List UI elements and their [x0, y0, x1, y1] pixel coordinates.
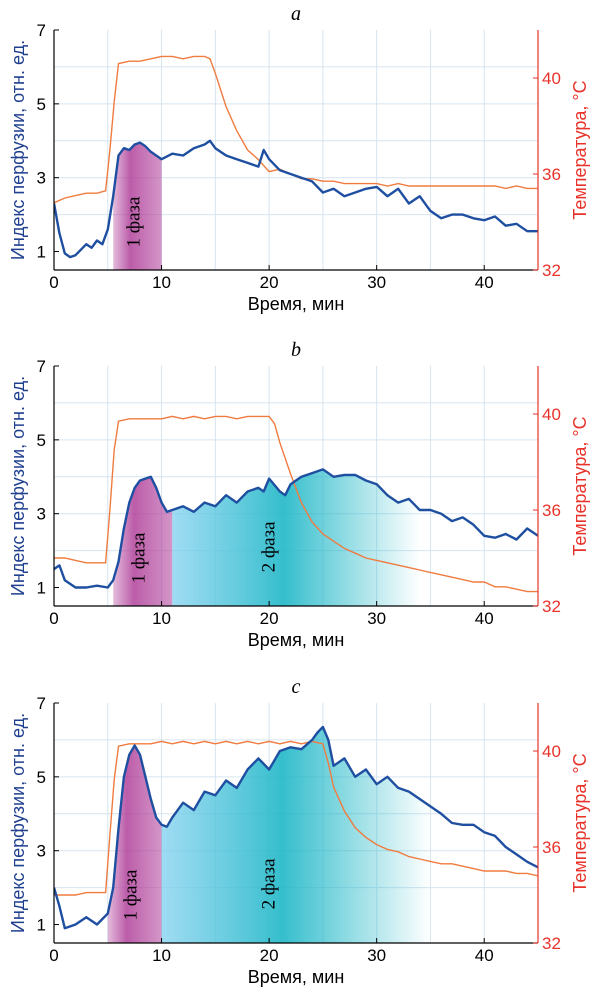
- y-right-tick-label: 36: [542, 165, 561, 184]
- phase-2-label: 2 фаза: [258, 858, 279, 909]
- temperature-line: [54, 415, 538, 593]
- y-tick-label: 1: [37, 243, 46, 262]
- y-right-axis-label: Температура, °C: [570, 80, 590, 219]
- phase-2-area: [161, 727, 431, 943]
- x-tick-label: 40: [475, 273, 494, 292]
- y-tick-label: 1: [37, 916, 46, 935]
- x-tick-label: 20: [260, 273, 279, 292]
- y-tick-label: 1: [37, 579, 46, 598]
- x-tick-label: 10: [152, 609, 171, 628]
- y-right-tick-label: 36: [542, 838, 561, 857]
- y-axis-label: Индекс перфузии, отн. ед.: [8, 713, 28, 933]
- y-right-axis-label: Температура, °C: [570, 416, 590, 555]
- y-tick-label: 3: [37, 842, 46, 861]
- x-tick-label: 10: [152, 273, 171, 292]
- y-tick-label: 7: [37, 694, 46, 713]
- phase-1-area: [107, 745, 162, 943]
- y-right-tick-label: 40: [542, 742, 561, 761]
- phase-2-label: 2 фаза: [258, 521, 279, 572]
- x-tick-label: 0: [49, 273, 58, 292]
- panel-a: a 1 фаза 0 10 20 30 40 1 3 5 7 32 36 40 Время, мин Инде…: [8, 3, 590, 314]
- y-axis-label: Индекс перфузии, отн. ед.: [8, 40, 28, 260]
- x-tick-label: 40: [475, 609, 494, 628]
- x-axis-label: Время, мин: [248, 294, 345, 314]
- panel-c: c 1 фаза 2 фаза 0 10 20 30 40 1 3 5 7 32 36 40 Время, м…: [8, 676, 590, 987]
- x-tick-label: 30: [367, 946, 386, 965]
- temperature-line: [54, 55, 538, 204]
- y-tick-label: 7: [37, 357, 46, 376]
- y-right-tick-label: 40: [542, 69, 561, 88]
- y-right-tick-label: 36: [542, 501, 561, 520]
- y-axis-label: Индекс перфузии, отн. ед.: [8, 376, 28, 596]
- panel-label: b: [291, 339, 301, 361]
- phase-1-label: 1 фаза: [129, 532, 150, 583]
- y-tick-label: 7: [37, 21, 46, 40]
- y-tick-label: 3: [37, 169, 46, 188]
- x-tick-label: 0: [49, 609, 58, 628]
- panel-b: b 1 фаза 2 фаза 0 10 20 30 40 1 3 5 7 32 36 40 Время, м…: [8, 339, 590, 650]
- y-right-tick-label: 32: [542, 597, 561, 616]
- y-right-tick-label: 32: [542, 934, 561, 953]
- x-axis-label: Время, мин: [248, 630, 345, 650]
- phase-2-area: [172, 469, 420, 606]
- temperature-line: [54, 740, 538, 896]
- y-tick-label: 5: [37, 95, 46, 114]
- x-tick-label: 40: [475, 946, 494, 965]
- y-tick-label: 5: [37, 431, 46, 450]
- x-tick-label: 30: [367, 273, 386, 292]
- y-right-tick-label: 40: [542, 405, 561, 424]
- panel-label: c: [292, 676, 301, 698]
- y-tick-label: 5: [37, 768, 46, 787]
- x-axis-label: Время, мин: [248, 967, 345, 987]
- x-tick-label: 10: [152, 946, 171, 965]
- phase-1-label: 1 фаза: [123, 196, 144, 247]
- phase-1-area: [113, 142, 162, 270]
- x-tick-label: 20: [260, 946, 279, 965]
- y-right-axis-label: Температура, °C: [570, 753, 590, 892]
- perfusion-line: [54, 725, 538, 930]
- x-tick-label: 0: [49, 946, 58, 965]
- y-tick-label: 3: [37, 505, 46, 524]
- perfusion-line: [54, 468, 538, 589]
- x-tick-label: 20: [260, 609, 279, 628]
- perfusion-line: [54, 139, 538, 259]
- grid: [54, 30, 538, 270]
- phase-1-label: 1 фаза: [121, 869, 142, 920]
- x-tick-label: 30: [367, 609, 386, 628]
- y-right-tick-label: 32: [542, 261, 561, 280]
- panel-label: a: [291, 3, 301, 25]
